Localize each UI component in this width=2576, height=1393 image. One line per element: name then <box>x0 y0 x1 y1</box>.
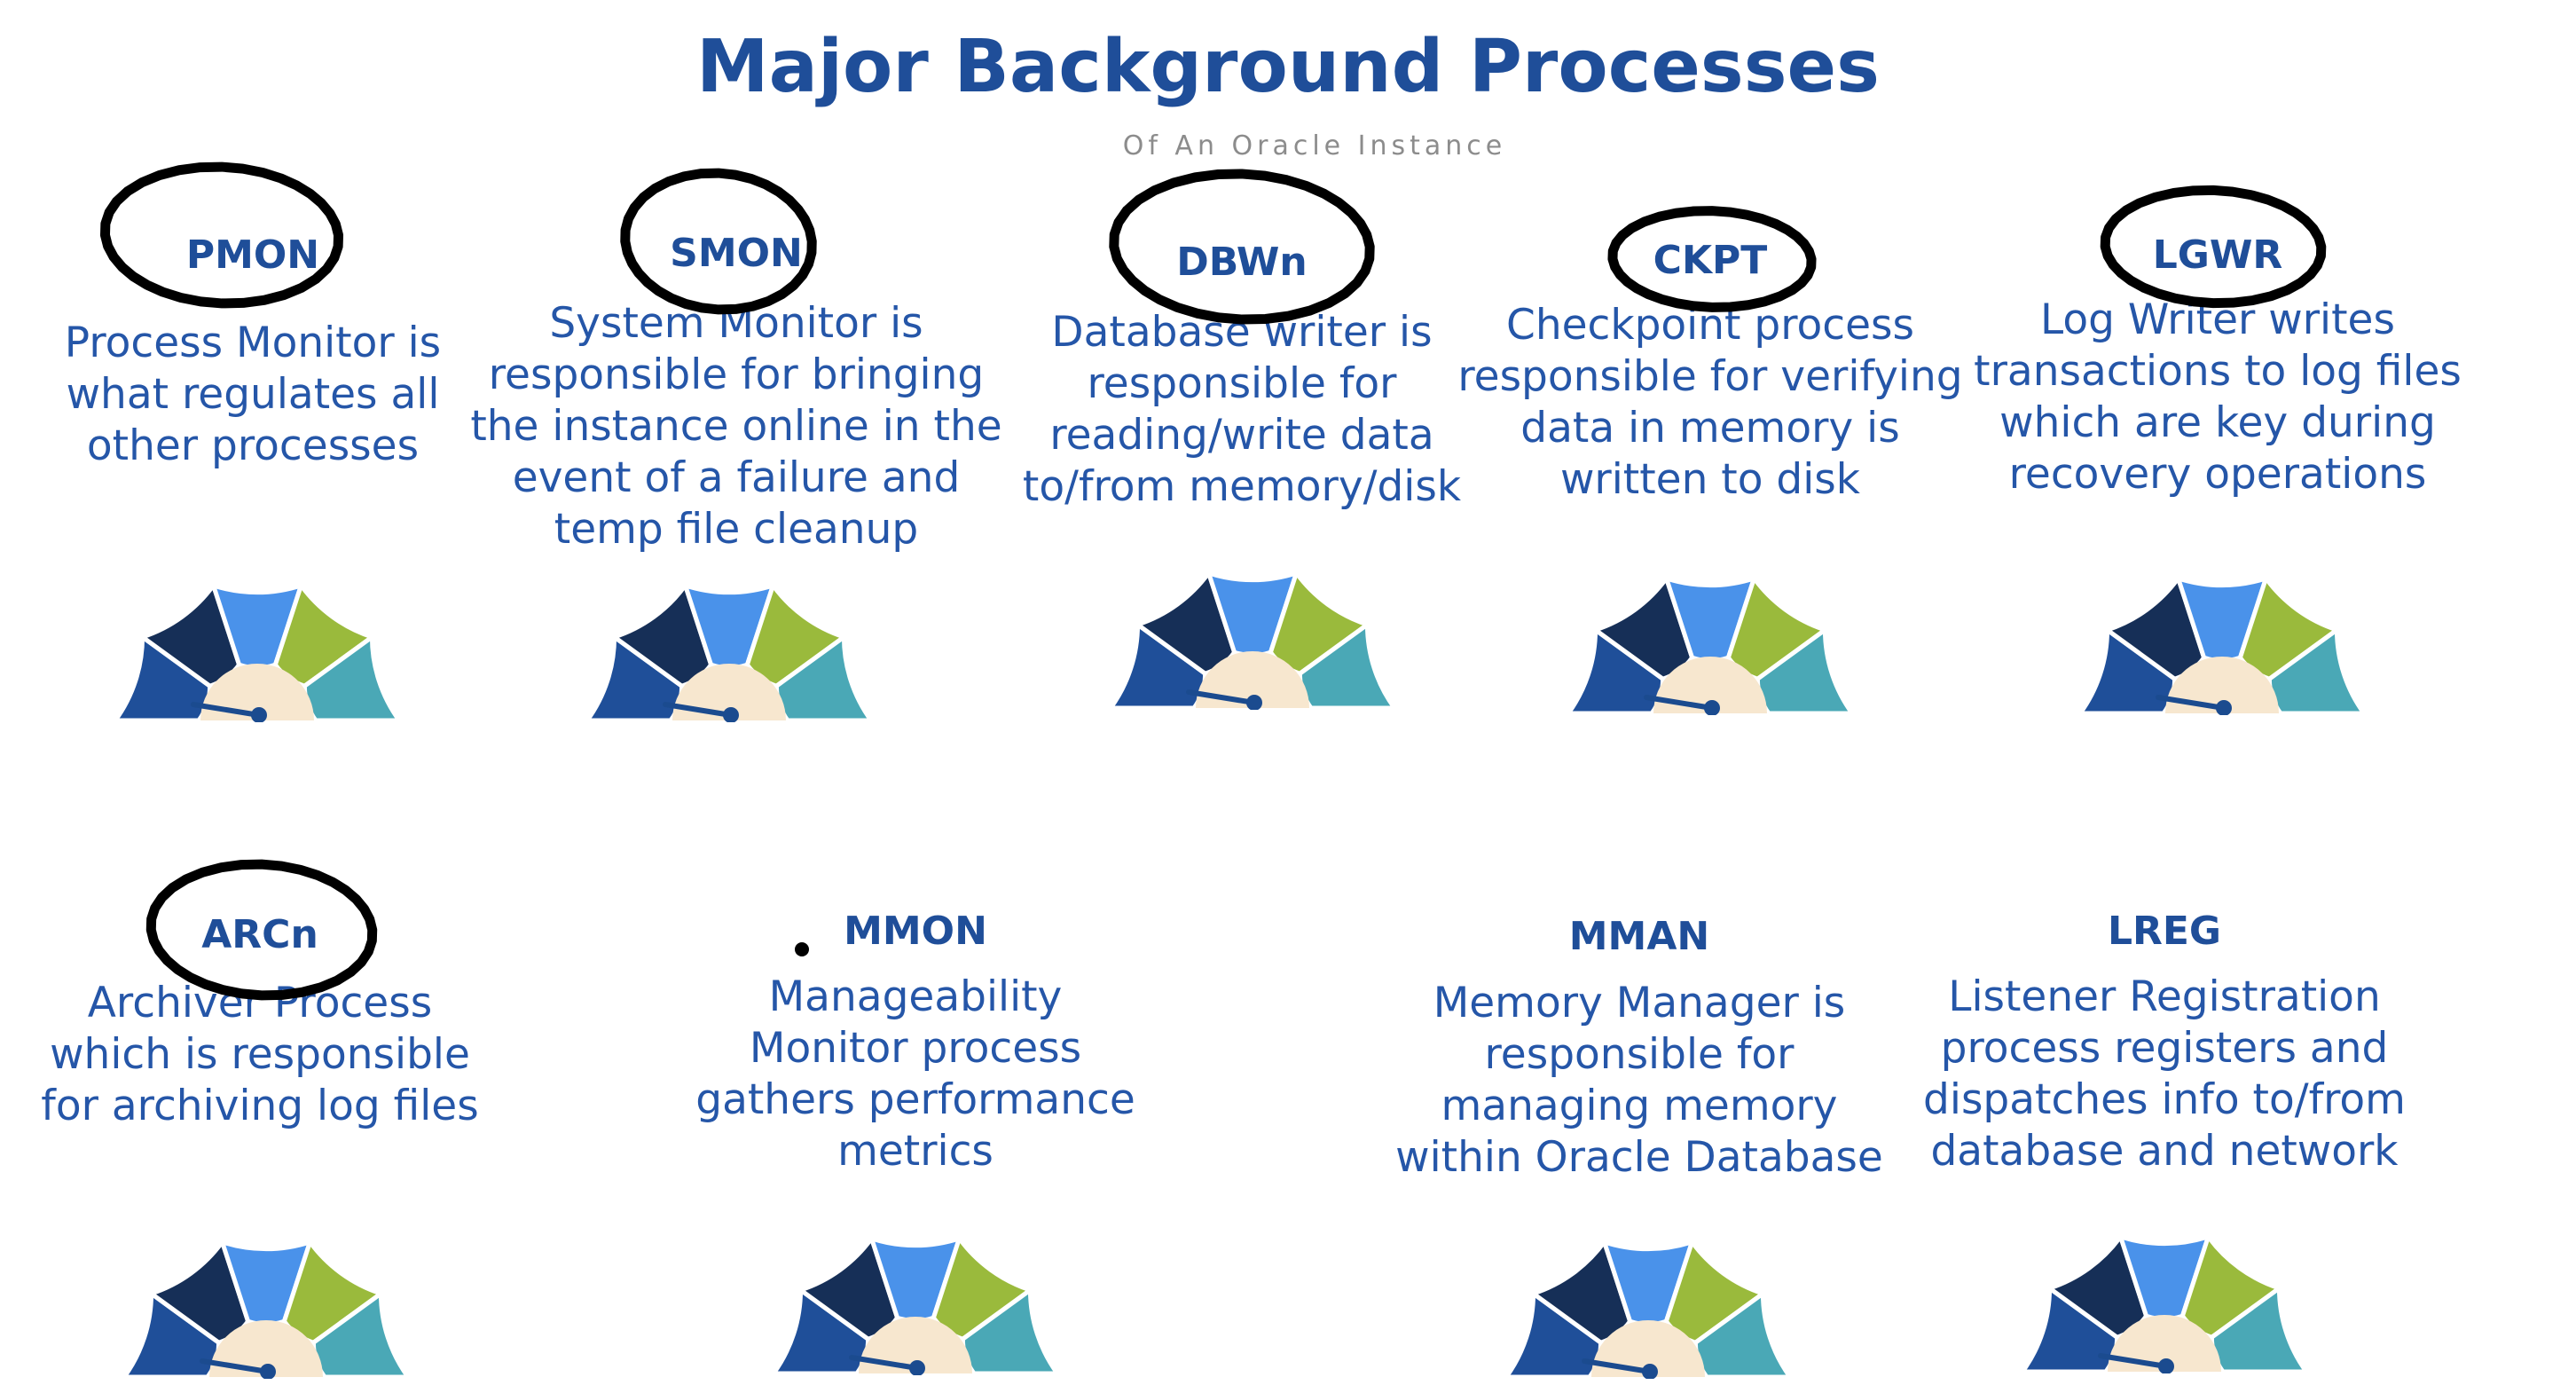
description-line: gathers performance <box>695 1075 1135 1124</box>
gauge-mmon <box>774 1233 1057 1375</box>
process-name-pmon: PMON <box>185 232 320 278</box>
process-name-arcn: ARCn <box>201 912 318 957</box>
gauge-needle <box>663 702 734 718</box>
description-line: which are key during <box>1999 398 2436 447</box>
description-line: event of a failure and <box>512 453 961 502</box>
gauge-hub <box>1653 657 1767 713</box>
gauge-pivot <box>1642 1364 1658 1379</box>
description-line: to/from memory/disk <box>1022 462 1462 511</box>
process-name-smon: SMON <box>670 231 803 276</box>
gauge-ckpt <box>1568 573 1852 715</box>
gauge-needle <box>2098 1353 2169 1369</box>
description-line: the instance online in the <box>470 402 1002 451</box>
gauge-hub <box>672 664 786 720</box>
gauge-lreg <box>2022 1232 2306 1373</box>
gauge-hub <box>859 1317 972 1373</box>
gauge-needle <box>2156 695 2227 711</box>
page-subtitle: Of An Oracle Instance <box>1122 130 1507 161</box>
process-description-mmon: Manageability Monitor process gathers perf… <box>649 972 1182 1177</box>
annotation-circle-lgwr <box>2100 185 2327 309</box>
process-description-ckpt: Checkpoint process responsible for verify… <box>1444 300 1976 506</box>
description-line: process registers and <box>1940 1024 2389 1073</box>
process-name-lgwr: LGWR <box>2152 232 2283 278</box>
gauge-dbwn <box>1111 568 1394 710</box>
gauge-hub <box>200 664 314 720</box>
description-line: recovery operations <box>2008 450 2427 499</box>
description-line: Process Monitor is <box>64 319 442 367</box>
description-line: responsible for <box>1484 1030 1795 1079</box>
page-title: Major Background Processes <box>696 25 1880 109</box>
process-description-mman: Memory Manager is responsible for managing… <box>1373 978 1905 1184</box>
process-description-pmon: Process Monitor is what regulates all othe… <box>0 318 519 472</box>
process-description-lgwr: Log Writer writes transactions to log fil… <box>1952 295 2484 500</box>
gauge-smon <box>587 580 871 722</box>
description-line: Memory Manager is <box>1433 979 1846 1027</box>
description-line: metrics <box>837 1127 993 1176</box>
gauge-hub <box>209 1320 323 1377</box>
gauge-needle <box>1186 689 1257 705</box>
description-line: transactions to log files <box>1974 347 2462 396</box>
description-line: within Oracle Database <box>1395 1133 1883 1182</box>
process-description-arcn: Archiver Process which is responsible for … <box>0 978 526 1132</box>
description-line: dispatches info to/from <box>1923 1075 2406 1124</box>
description-line: temp file cleanup <box>554 505 919 554</box>
description-line: Monitor process <box>749 1024 1082 1073</box>
process-name-lreg: LREG <box>2107 909 2222 954</box>
gauge-pivot <box>2216 700 2232 715</box>
description-line: Archiver Process <box>87 979 433 1027</box>
process-name-mmon: MMON <box>844 909 987 954</box>
annotation-circle-smon <box>620 168 817 315</box>
process-description-lreg: Listener Registration process registers a… <box>1898 972 2431 1177</box>
gauge-arcn <box>124 1237 408 1379</box>
description-line: managing memory <box>1441 1082 1838 1130</box>
gauge-pivot <box>909 1360 925 1375</box>
annotation-dot <box>795 942 809 956</box>
description-line: database and network <box>1930 1127 2399 1176</box>
gauge-pivot <box>1246 695 1262 710</box>
description-line: reading/write data <box>1049 411 1434 460</box>
process-name-ckpt: CKPT <box>1653 238 1768 283</box>
description-line: responsible for <box>1087 359 1397 408</box>
gauge-needle <box>191 702 262 718</box>
annotation-circle-pmon <box>99 161 344 309</box>
description-line: which is responsible <box>50 1030 470 1079</box>
description-line: data in memory is <box>1520 404 1900 453</box>
gauge-hub <box>2108 1315 2221 1372</box>
gauge-pivot <box>1704 700 1720 715</box>
description-line: Manageability <box>768 972 1063 1021</box>
gauge-mman <box>1506 1237 1790 1379</box>
gauge-pivot <box>2158 1358 2174 1373</box>
gauge-lgwr <box>2080 573 2364 715</box>
gauge-needle <box>1582 1358 1653 1374</box>
description-line: what regulates all <box>66 370 440 419</box>
annotation-circle-ckpt <box>1607 206 1817 312</box>
gauge-needle <box>200 1358 271 1374</box>
description-line: other processes <box>86 421 420 470</box>
process-name-mman: MMAN <box>1568 914 1710 959</box>
annotation-circle-dbwn <box>1109 169 1375 325</box>
annotation-circle-arcn <box>145 859 378 1001</box>
gauge-hub <box>1591 1320 1705 1377</box>
process-description-smon: System Monitor is responsible for bringin… <box>470 298 1002 555</box>
description-line: Listener Registration <box>1948 972 2381 1021</box>
process-description-dbwn: Database writer is responsible for reading… <box>976 307 1508 513</box>
description-line: responsible for bringing <box>488 350 985 399</box>
gauge-pmon <box>115 580 399 722</box>
description-line: written to disk <box>1559 455 1861 504</box>
gauge-hub <box>1196 651 1309 708</box>
gauge-pivot <box>251 707 267 722</box>
gauge-needle <box>849 1355 920 1371</box>
gauge-pivot <box>260 1364 276 1379</box>
gauge-pivot <box>723 707 739 722</box>
process-name-dbwn: DBWn <box>1176 240 1308 285</box>
description-line: responsible for verifying <box>1457 352 1963 401</box>
description-line: for archiving log files <box>41 1082 479 1130</box>
gauge-needle <box>1644 695 1715 711</box>
gauge-hub <box>2165 657 2279 713</box>
